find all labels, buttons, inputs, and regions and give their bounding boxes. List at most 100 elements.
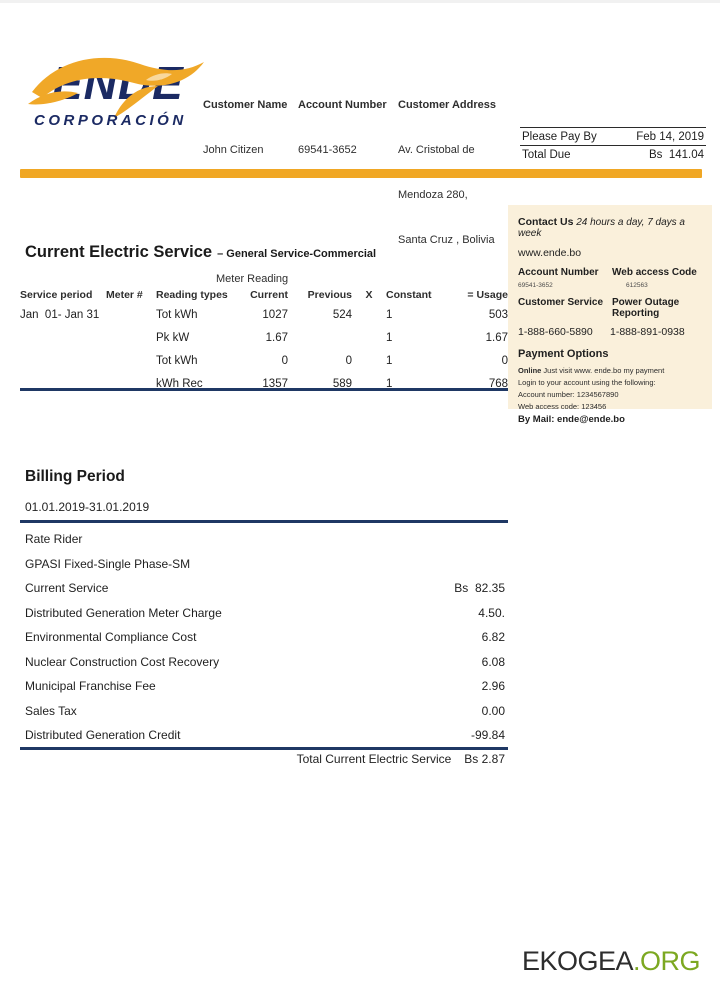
ende-logo: ENDE CORPORACIÓN — [28, 46, 213, 141]
customer-name-value: John Citizen — [203, 144, 264, 156]
power-outage-label: Power Outage Reporting — [612, 297, 680, 319]
charge-label: Sales Tax — [25, 703, 77, 718]
contact-us-label: Contact Us — [518, 216, 574, 228]
service-outage-labels: Customer Service Power Outage Reporting — [518, 297, 702, 319]
service-section-subtitle: – General Service-Commercial — [217, 248, 377, 260]
ende-logo-subtitle: CORPORACIÓN — [34, 112, 187, 129]
charge-label: Current Service — [25, 581, 109, 596]
table-cell-x — [352, 351, 386, 374]
by-mail-line: By Mail: ende@ende.bo — [518, 414, 625, 425]
table-cell-service-period — [20, 374, 106, 397]
table-cell-service-period — [20, 328, 106, 351]
login-line: Login to your account using the followin… — [518, 378, 656, 387]
billing-top-rule — [20, 520, 508, 523]
account-web-labels: Account Number Web access Code — [518, 267, 702, 278]
customer-address-line: Mendoza 280, — [398, 189, 468, 201]
table-cell-x — [352, 328, 386, 351]
customer-address-line: Santa Cruz , Bolivia — [398, 234, 495, 246]
customer-address-line: Av. Cristobal de — [398, 144, 475, 156]
account-number-small: 69541-3652 — [518, 282, 553, 289]
table-cell-constant: 1 — [386, 355, 393, 367]
charge-label: Distributed Generation Meter Charge — [25, 605, 222, 620]
billing-total-row: Total Current Electric Service Bs 2.87 — [25, 752, 505, 766]
total-due-label: Total Due — [522, 148, 571, 161]
customer-address-block: Customer Address Av. Cristobal de Mendoz… — [398, 68, 508, 278]
web-access-code-small: 612563 — [626, 282, 648, 289]
table-cell-meter — [106, 351, 156, 374]
payment-options-details: Online Just visit www. ende.bo my paymen… — [518, 365, 702, 413]
table-cell-constant: 1 — [386, 332, 393, 344]
billing-period-title: Billing Period — [25, 468, 125, 485]
account-number-value: 69541-3652 — [298, 144, 357, 156]
table-cell-previous: 589 — [332, 378, 352, 390]
billing-charges-list: Rate Rider GPASI Fixed-Single Phase-SM C… — [25, 527, 505, 748]
scan-top-edge — [0, 0, 720, 3]
contact-info-box: Contact Us 24 hours a day, 7 days a week… — [508, 205, 712, 425]
total-due-row: Total Due Bs 141.04 — [520, 145, 706, 163]
ekogea-brand: EKOGEA — [521, 946, 634, 976]
table-cell-meter — [106, 328, 156, 351]
charge-amount: 2.96 — [481, 679, 505, 694]
ekogea-watermark: EKOGEA.ORG — [521, 946, 701, 977]
table-cell-reading-type: kWh Rec — [156, 378, 203, 390]
contact-hours: 24 hours a day, 7 days a week — [518, 217, 685, 239]
charge-label: Nuclear Construction Cost Recovery — [25, 654, 220, 669]
account-web-values: 69541-3652 612563 — [518, 282, 702, 289]
billing-row: Environmental Compliance Cost 6.82 — [25, 625, 505, 650]
online-payment-line: Online Just visit www. ende.bo my paymen… — [518, 366, 665, 375]
web-access-code-label: Web access Code — [612, 267, 697, 278]
table-cell-previous — [288, 328, 352, 351]
charge-amount: 4.50. — [478, 605, 505, 620]
charge-amount: 6.82 — [481, 630, 505, 645]
billing-row: Rate Rider — [25, 527, 505, 552]
ekogea-org-suffix: .ORG — [632, 946, 701, 976]
table-cell-meter — [106, 374, 156, 397]
table-cell-usage: 1.67 — [485, 332, 508, 344]
account-number-label: Account Number — [298, 99, 387, 111]
table-cell-current: 1027 — [262, 309, 288, 321]
table-cell-current: 1357 — [262, 378, 288, 390]
customer-service-phone: 1-888-660-5890 — [518, 326, 593, 338]
column-header: Constant — [386, 289, 432, 301]
table-cell-usage: 503 — [488, 309, 508, 321]
payment-summary-box: Please Pay By Feb 14, 2019 Total Due Bs … — [520, 127, 706, 163]
table-cell-usage: 0 — [501, 355, 508, 367]
billing-row: Distributed Generation Meter Charge 4.50… — [25, 601, 505, 626]
charge-label: GPASI Fixed-Single Phase-SM — [25, 556, 191, 571]
account-number-block: Account Number 69541-3652 — [298, 68, 395, 188]
billing-bottom-rule — [20, 747, 508, 750]
billing-total-amount: Bs 2.87 — [464, 752, 505, 766]
table-cell-x — [352, 374, 386, 397]
column-header: = Usage — [467, 289, 508, 301]
table-cell-reading-type: Tot kWh — [156, 355, 198, 367]
account-number-label: Account Number — [518, 267, 599, 278]
column-header: X — [365, 289, 373, 301]
billing-row: Sales Tax 0.00 — [25, 699, 505, 724]
column-header: Previous — [307, 289, 352, 301]
table-cell-current: 0 — [281, 355, 288, 367]
charge-amount: -99.84 — [470, 728, 505, 743]
service-section-title: Current Electric Service — [25, 243, 213, 261]
charge-amount: Bs 82.35 — [454, 581, 505, 596]
table-cell-constant: 1 — [386, 309, 393, 321]
table-cell-service-period — [20, 351, 106, 374]
charge-amount: 0.00 — [481, 703, 505, 718]
service-table-rule — [20, 388, 508, 391]
account-number-line: Account number: 1234567890 — [518, 390, 619, 399]
column-header: Reading types — [156, 289, 228, 301]
customer-name-label: Customer Name — [203, 99, 288, 111]
billing-row: Municipal Franchise Fee 2.96 — [25, 674, 505, 699]
column-header: Current — [250, 289, 288, 301]
billing-total-label: Total Current Electric Service — [296, 752, 452, 766]
table-cell-x — [352, 305, 386, 328]
payment-options-label: Payment Options — [518, 348, 609, 360]
pay-by-row: Please Pay By Feb 14, 2019 — [520, 127, 706, 145]
table-cell-constant: 1 — [386, 378, 393, 390]
billing-period-dates: 01.01.2019-31.01.2019 — [25, 500, 150, 514]
charge-label: Environmental Compliance Cost — [25, 630, 197, 645]
website-link: www.ende.bo — [518, 247, 582, 259]
charge-amount: 6.08 — [481, 654, 505, 669]
table-cell-previous: 524 — [332, 309, 352, 321]
customer-service-label: Customer Service — [518, 297, 604, 308]
